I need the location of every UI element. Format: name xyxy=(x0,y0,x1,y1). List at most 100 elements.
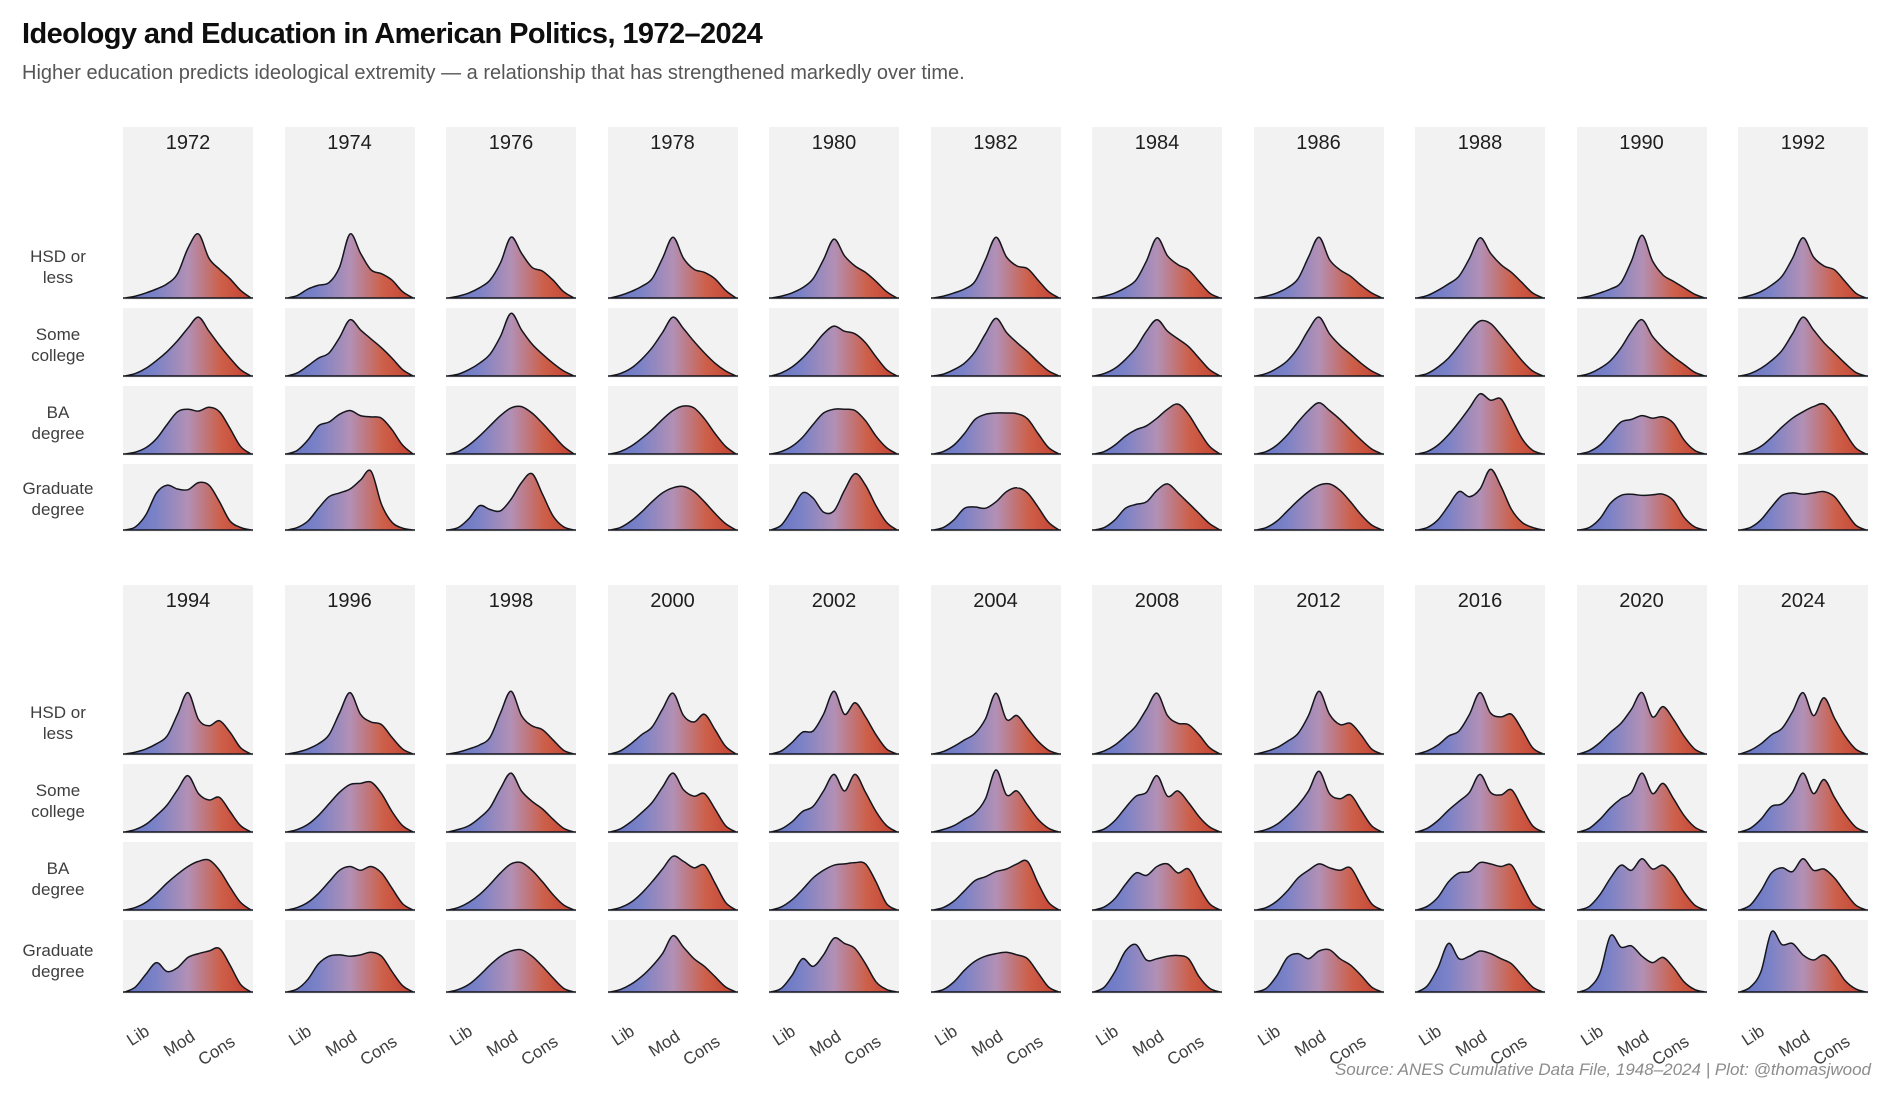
density-curve-2008-row0 xyxy=(1092,692,1222,755)
density-curve-1988-row1 xyxy=(1415,319,1545,377)
facet-2012-some-college xyxy=(1253,764,1384,834)
year-label-1978: 1978 xyxy=(650,132,695,154)
facet-2002-hsd-or-less: 2002 xyxy=(769,585,899,756)
facet-2020-graduate-degree xyxy=(1576,920,1707,994)
density-curve-2020-row2 xyxy=(1576,858,1707,911)
facet-1998-hsd-or-less: 1998 xyxy=(446,585,576,756)
density-curve-2012-row3 xyxy=(1253,948,1384,993)
density-curve-1996-row0 xyxy=(284,691,415,755)
density-curve-1976-row3 xyxy=(446,472,576,531)
axis-tick-lib-2002: Lib xyxy=(769,1021,799,1050)
axis-tick-lib-2016: Lib xyxy=(1415,1021,1445,1050)
year-label-1980: 1980 xyxy=(811,132,857,154)
row-label-hsd-or-less: HSD or less xyxy=(30,247,86,287)
facet-1992-hsd-or-less: 1992 xyxy=(1738,127,1868,300)
facet-1986-ba-degree xyxy=(1253,386,1384,456)
facet-1990-some-college xyxy=(1576,308,1707,378)
facet-2016-hsd-or-less: 2016 xyxy=(1415,585,1545,756)
axis-tick-lib-1998: Lib xyxy=(446,1021,476,1050)
facet-1994-hsd-or-less: 1994 xyxy=(123,585,253,756)
axis-tick-lib-1996: Lib xyxy=(284,1021,315,1050)
year-label-1984: 1984 xyxy=(1134,132,1180,154)
axis-tick-mod-2004: Mod xyxy=(967,1026,1006,1061)
density-curve-2016-row2 xyxy=(1415,861,1545,911)
facet-1984-ba-degree xyxy=(1092,386,1222,456)
density-curve-1986-row3 xyxy=(1253,482,1384,531)
facet-1972-hsd-or-less: 1972 xyxy=(123,127,253,300)
row-label-ba-degree: BA degree xyxy=(31,859,85,899)
row-label-some-college: Some college xyxy=(31,325,85,365)
facet-2000-some-college xyxy=(607,764,738,834)
year-label-2004: 2004 xyxy=(973,590,1018,612)
facet-1978-ba-degree xyxy=(607,386,738,456)
facet-2004-ba-degree xyxy=(930,842,1061,912)
facet-1990-ba-degree xyxy=(1576,386,1707,456)
density-curve-2002-row0 xyxy=(769,690,899,755)
facet-2024-hsd-or-less: 2024 xyxy=(1738,585,1868,756)
row-label-ba-degree: BA degree xyxy=(31,403,85,443)
density-curve-1974-row3 xyxy=(284,469,415,531)
facet-1996-graduate-degree xyxy=(284,920,415,994)
density-curve-1994-row0 xyxy=(123,691,253,755)
facet-1998-ba-degree xyxy=(446,842,576,912)
density-curve-2024-row3 xyxy=(1738,930,1868,993)
density-curve-2008-row1 xyxy=(1092,774,1222,833)
density-curve-1982-row2 xyxy=(930,412,1061,455)
density-curve-1990-row0 xyxy=(1576,234,1707,299)
year-label-2002: 2002 xyxy=(811,590,857,612)
density-curve-1998-row3 xyxy=(446,948,576,993)
axis-tick-cons-1996: Cons xyxy=(356,1031,400,1070)
year-label-1996: 1996 xyxy=(327,590,372,612)
density-curve-1990-row2 xyxy=(1576,414,1707,455)
facet-1974-hsd-or-less: 1974 xyxy=(284,127,415,300)
density-curve-2016-row1 xyxy=(1415,773,1545,833)
density-curve-1978-row3 xyxy=(607,485,738,531)
density-curve-2024-row1 xyxy=(1738,772,1868,833)
year-label-1986: 1986 xyxy=(1296,132,1341,154)
axis-tick-lib-2012: Lib xyxy=(1253,1021,1284,1050)
density-curve-2004-row2 xyxy=(930,859,1061,911)
density-curve-1972-row1 xyxy=(123,316,253,377)
year-label-2016: 2016 xyxy=(1457,590,1503,612)
row-label-graduate-degree: Graduate degree xyxy=(22,941,94,981)
axis-tick-lib-2024: Lib xyxy=(1738,1021,1768,1050)
facet-1988-ba-degree xyxy=(1415,386,1545,456)
axis-tick-cons-1998: Cons xyxy=(517,1031,562,1070)
density-curve-1980-row1 xyxy=(769,325,899,377)
facet-2004-graduate-degree xyxy=(930,920,1061,994)
facet-1972-graduate-degree xyxy=(123,464,253,532)
year-label-1972: 1972 xyxy=(165,132,211,154)
density-curve-1988-row2 xyxy=(1415,392,1545,455)
year-label-1974: 1974 xyxy=(327,132,372,154)
year-label-2020: 2020 xyxy=(1619,590,1664,612)
density-curve-1978-row1 xyxy=(607,316,738,377)
year-label-2008: 2008 xyxy=(1134,590,1180,612)
year-label-1976: 1976 xyxy=(488,132,534,154)
year-label-1994: 1994 xyxy=(165,590,211,612)
density-curve-2004-row3 xyxy=(930,951,1061,993)
facet-1978-some-college xyxy=(607,308,738,378)
density-curve-1988-row3 xyxy=(1415,468,1545,531)
density-curve-1984-row0 xyxy=(1092,237,1222,299)
facet-1982-graduate-degree xyxy=(930,464,1061,532)
density-curve-2016-row0 xyxy=(1415,691,1545,755)
row-label-some-college: Some college xyxy=(31,781,85,821)
year-label-1990: 1990 xyxy=(1619,132,1664,154)
density-curve-1974-row1 xyxy=(284,318,415,377)
density-curve-2016-row3 xyxy=(1415,942,1545,993)
facet-2020-hsd-or-less: 2020 xyxy=(1576,585,1707,756)
facet-2024-graduate-degree xyxy=(1738,920,1868,994)
facet-2008-some-college xyxy=(1092,764,1222,834)
density-curve-1980-row0 xyxy=(769,238,899,299)
year-label-1982: 1982 xyxy=(973,132,1018,154)
density-curve-1986-row0 xyxy=(1253,236,1384,299)
facet-2016-graduate-degree xyxy=(1415,920,1545,994)
row-label-graduate-degree: Graduate degree xyxy=(22,479,94,519)
density-curve-1992-row1 xyxy=(1738,316,1868,377)
facet-1994-graduate-degree xyxy=(123,920,253,994)
year-label-2000: 2000 xyxy=(650,590,695,612)
density-curve-1984-row1 xyxy=(1092,318,1222,377)
density-curve-1974-row2 xyxy=(284,409,415,455)
density-curve-1996-row3 xyxy=(284,951,415,993)
